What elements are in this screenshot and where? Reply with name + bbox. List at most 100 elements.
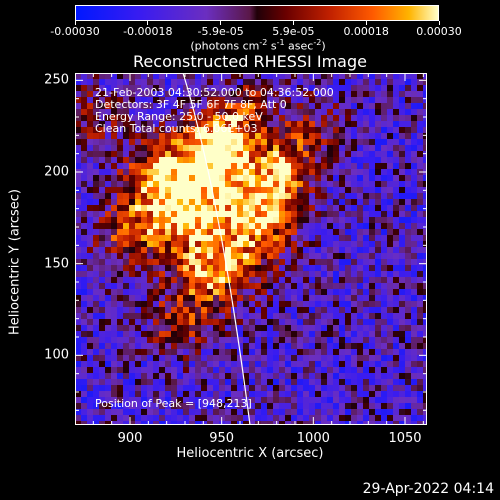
heatmap-cell xyxy=(243,247,249,253)
heatmap-cell xyxy=(273,331,279,337)
heatmap-cell xyxy=(111,271,117,277)
heatmap-cell xyxy=(381,127,387,133)
heatmap-cell xyxy=(303,289,309,295)
heatmap-cell xyxy=(213,145,219,151)
heatmap-cell xyxy=(279,343,285,349)
heatmap-cell xyxy=(273,265,279,271)
heatmap-cell xyxy=(357,259,363,265)
heatmap-cell xyxy=(243,349,249,355)
heatmap-cell xyxy=(369,157,375,163)
heatmap-cell xyxy=(351,121,357,127)
heatmap-cell xyxy=(261,139,267,145)
heatmap-cell xyxy=(303,79,309,85)
heatmap-cell xyxy=(225,151,231,157)
heatmap-cell xyxy=(399,91,405,97)
heatmap-cell xyxy=(321,235,327,241)
heatmap-cell xyxy=(393,163,399,169)
heatmap-cell xyxy=(273,307,279,313)
heatmap-cell xyxy=(393,331,399,337)
heatmap-cell xyxy=(159,145,165,151)
heatmap-cell xyxy=(171,301,177,307)
heatmap-cell xyxy=(201,139,207,145)
heatmap-cell xyxy=(345,343,351,349)
heatmap-cell xyxy=(381,265,387,271)
heatmap-cell xyxy=(93,103,99,109)
heatmap-cell xyxy=(105,181,111,187)
heatmap-cell xyxy=(351,391,357,397)
heatmap-cell xyxy=(375,391,381,397)
heatmap-cell xyxy=(201,175,207,181)
heatmap-cell xyxy=(375,151,381,157)
heatmap-cell xyxy=(99,373,105,379)
heatmap-cell xyxy=(135,301,141,307)
heatmap-cell xyxy=(279,355,285,361)
heatmap-cell xyxy=(327,199,333,205)
heatmap-cell xyxy=(171,277,177,283)
heatmap-cell xyxy=(75,85,81,91)
heatmap-cell xyxy=(303,121,309,127)
heatmap-cell xyxy=(321,379,327,385)
heatmap-cell xyxy=(129,181,135,187)
heatmap-cell xyxy=(93,115,99,121)
heatmap-cell xyxy=(147,127,153,133)
heatmap-cell xyxy=(87,175,93,181)
heatmap-cell xyxy=(387,199,393,205)
heatmap-cell xyxy=(129,247,135,253)
heatmap-cell xyxy=(393,127,399,133)
heatmap-cell xyxy=(147,79,153,85)
heatmap-cell xyxy=(105,115,111,121)
heatmap-cell xyxy=(213,85,219,91)
heatmap-cell xyxy=(219,151,225,157)
heatmap-cell xyxy=(177,271,183,277)
heatmap-cell xyxy=(375,91,381,97)
heatmap-cell xyxy=(273,409,279,415)
heatmap-cell xyxy=(243,385,249,391)
heatmap-cell xyxy=(249,385,255,391)
heatmap-cell xyxy=(291,367,297,373)
heatmap-cell xyxy=(81,259,87,265)
heatmap-cell xyxy=(327,85,333,91)
heatmap-cell xyxy=(267,145,273,151)
heatmap-cell xyxy=(123,223,129,229)
heatmap-cell xyxy=(267,265,273,271)
heatmap-cell xyxy=(87,169,93,175)
heatmap-cell xyxy=(393,109,399,115)
heatmap-cell xyxy=(249,295,255,301)
heatmap-cell xyxy=(237,241,243,247)
heatmap-cell xyxy=(363,73,369,79)
heatmap-cell xyxy=(183,127,189,133)
heatmap-cell xyxy=(411,391,417,397)
heatmap-cell xyxy=(345,127,351,133)
heatmap-cell xyxy=(261,127,267,133)
heatmap-cell xyxy=(117,301,123,307)
heatmap-cell xyxy=(381,367,387,373)
heatmap-cell xyxy=(165,85,171,91)
heatmap-cell xyxy=(261,205,267,211)
heatmap-cell xyxy=(297,103,303,109)
heatmap-cell xyxy=(195,151,201,157)
heatmap-cell xyxy=(237,397,243,403)
heatmap-cell xyxy=(159,163,165,169)
heatmap-cell xyxy=(351,277,357,283)
heatmap-cell xyxy=(333,163,339,169)
heatmap-cell xyxy=(261,343,267,349)
heatmap-cell xyxy=(345,271,351,277)
heatmap-cell xyxy=(405,229,411,235)
heatmap-cell xyxy=(351,157,357,163)
heatmap-cell xyxy=(231,85,237,91)
heatmap-cell xyxy=(165,391,171,397)
heatmap-cell xyxy=(99,391,105,397)
heatmap-cell xyxy=(405,139,411,145)
heatmap-cell xyxy=(93,79,99,85)
heatmap-cell xyxy=(195,97,201,103)
heatmap-cell xyxy=(171,313,177,319)
heatmap-cell xyxy=(219,379,225,385)
heatmap-cell xyxy=(75,145,81,151)
heatmap-cell xyxy=(189,205,195,211)
heatmap-cell xyxy=(423,115,427,121)
heatmap-cell xyxy=(267,127,273,133)
heatmap-cell xyxy=(147,319,153,325)
heatmap-cell xyxy=(219,115,225,121)
heatmap-cell xyxy=(423,247,427,253)
heatmap-cell xyxy=(159,319,165,325)
